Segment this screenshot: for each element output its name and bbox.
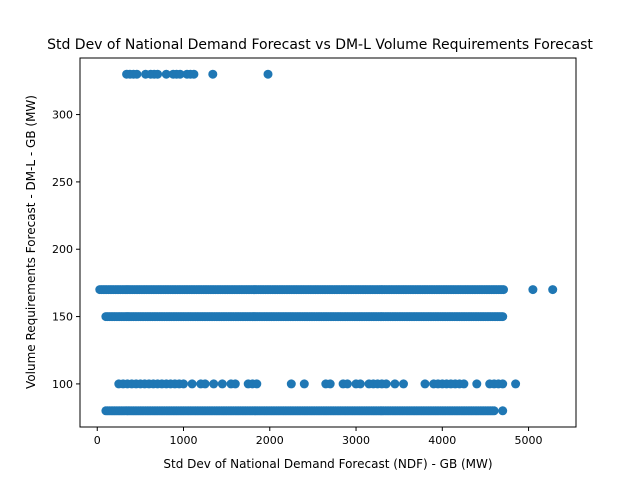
data-point xyxy=(217,379,227,389)
y-tick-label: 250 xyxy=(52,176,73,189)
data-point xyxy=(459,379,469,389)
x-tick-label: 2000 xyxy=(256,434,284,447)
data-point xyxy=(175,69,185,79)
y-axis-ticks: 100 150 200 250 300 xyxy=(52,109,80,391)
x-tick-label: 4000 xyxy=(428,434,456,447)
x-axis-label: Std Dev of National Demand Forecast (NDF… xyxy=(163,457,492,471)
data-point xyxy=(499,285,508,295)
y-tick-label: 300 xyxy=(52,109,73,122)
y-tick-label: 100 xyxy=(52,378,73,391)
data-point xyxy=(161,69,171,79)
data-point xyxy=(132,69,142,79)
data-point xyxy=(189,69,199,79)
x-tick-label: 5000 xyxy=(515,434,543,447)
data-point xyxy=(472,379,482,389)
data-point xyxy=(153,69,163,79)
data-point xyxy=(263,69,273,79)
data-point xyxy=(498,379,508,389)
y-tick-label: 150 xyxy=(52,311,73,324)
x-tick-label: 0 xyxy=(94,434,101,447)
data-point xyxy=(489,406,499,416)
x-tick-label: 1000 xyxy=(170,434,198,447)
data-point xyxy=(355,379,365,389)
data-point xyxy=(528,285,538,295)
data-point xyxy=(179,379,188,389)
x-axis-ticks: 0 1000 2000 3000 4000 5000 xyxy=(94,427,543,447)
plot-area-frame xyxy=(79,57,577,428)
y-tick-label: 200 xyxy=(52,243,73,256)
data-point xyxy=(187,379,197,389)
chart-title: Std Dev of National Demand Forecast vs D… xyxy=(47,37,593,53)
data-point xyxy=(498,406,508,416)
data-point xyxy=(200,379,210,389)
data-point xyxy=(381,379,391,389)
y-axis-label: Volume Requirements Forecast - DM-L - GB… xyxy=(24,95,38,389)
data-point xyxy=(299,379,309,389)
data-point xyxy=(511,379,521,389)
data-point xyxy=(399,379,408,389)
data-point xyxy=(325,379,335,389)
x-tick-label: 3000 xyxy=(342,434,370,447)
scatter-points xyxy=(95,69,558,416)
data-point xyxy=(342,379,352,389)
data-point xyxy=(498,312,508,322)
data-point xyxy=(390,379,400,389)
data-point xyxy=(252,379,262,389)
data-point xyxy=(286,379,296,389)
data-point xyxy=(548,285,558,295)
data-point xyxy=(230,379,240,389)
data-point xyxy=(208,69,218,79)
data-point xyxy=(209,379,219,389)
data-point xyxy=(420,379,430,389)
